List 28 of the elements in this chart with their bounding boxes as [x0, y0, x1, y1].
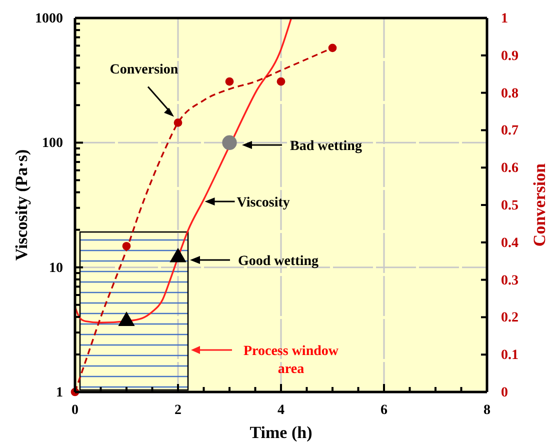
x-axis-title: Time (h)	[250, 423, 312, 442]
annotation: Process window area	[243, 344, 340, 377]
y-tick-label: 1	[56, 385, 63, 400]
y2-tick-label: 0.3	[501, 273, 518, 288]
annotation: Good wetting	[238, 254, 318, 269]
y2-tick-label: 0.1	[501, 348, 518, 364]
y-tick-label: 10	[49, 260, 63, 276]
y2-tick-label: 0	[501, 385, 508, 400]
y-tick-label: 1000	[35, 11, 63, 26]
y2-tick-label: 0.5	[501, 198, 518, 214]
x-tick-label: 4	[278, 402, 284, 418]
y2-tick-label: 0.4	[501, 236, 518, 251]
x-tick-label: 0	[72, 402, 78, 418]
y2-tick-label: 0.2	[501, 310, 518, 326]
y-axis-title: Viscosity (Pa·s)	[12, 149, 31, 261]
y2-axis-title: Conversion	[530, 162, 549, 247]
y-tick-label: 100	[42, 136, 63, 152]
annotation: Bad wetting	[290, 139, 362, 154]
x-tick-label: 8	[484, 402, 490, 418]
y2-tick-label: 0.9	[501, 48, 518, 64]
y2-tick-label: 0.6	[501, 161, 518, 176]
y2-tick-label: 0.8	[501, 86, 518, 102]
y2-tick-label: 1	[501, 11, 508, 26]
y2-tick-label: 0.7	[501, 124, 518, 139]
text: Conversion	[110, 62, 178, 78]
x-tick-label: 2	[174, 402, 182, 418]
series-label: Viscosity	[236, 196, 290, 211]
x-tick-label: 6	[380, 402, 388, 418]
